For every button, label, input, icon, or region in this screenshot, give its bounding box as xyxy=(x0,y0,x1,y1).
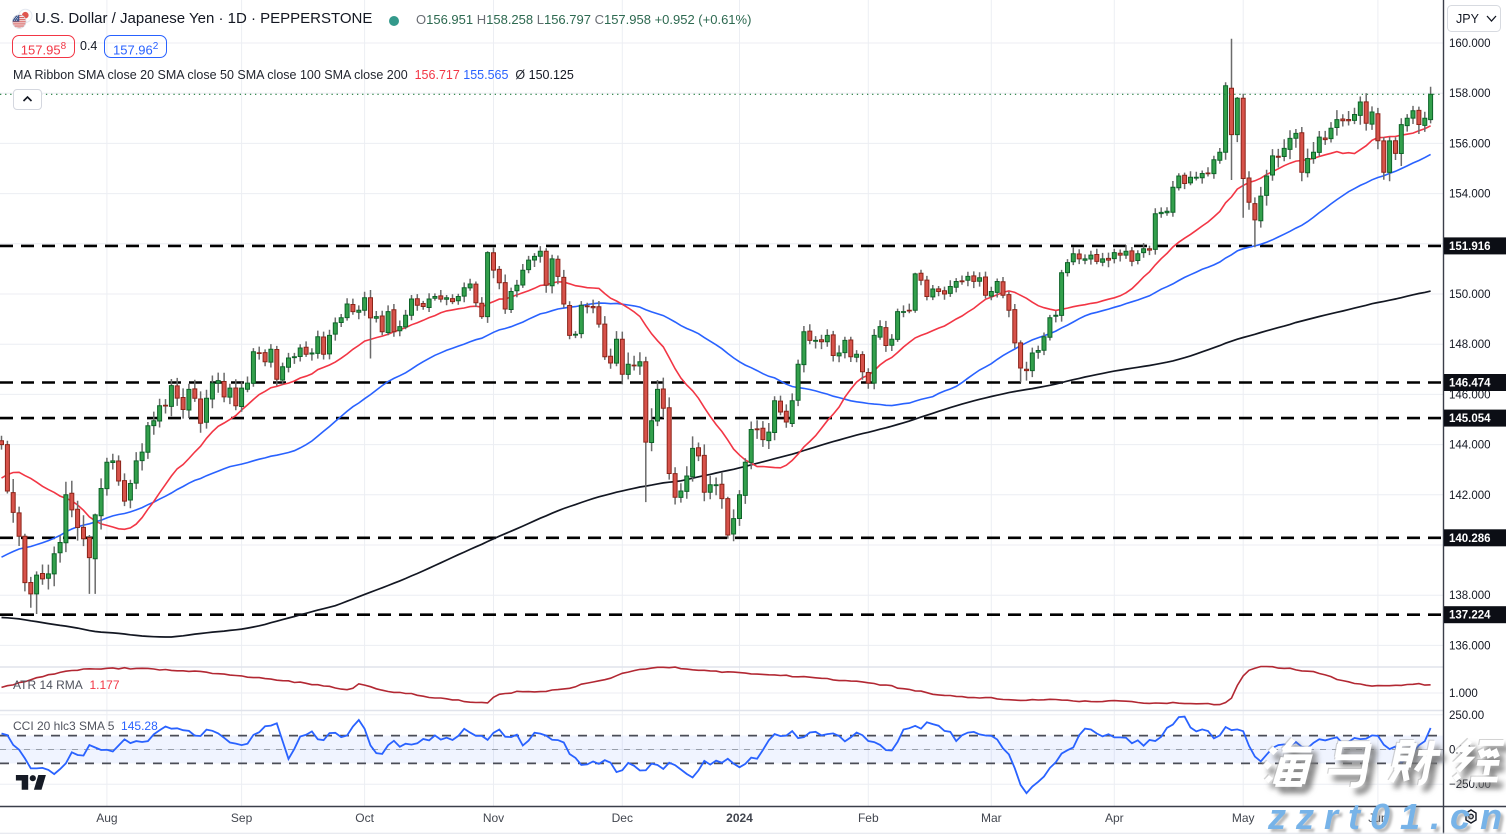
svg-text:136.000: 136.000 xyxy=(1449,640,1491,652)
svg-text:Oct: Oct xyxy=(355,811,374,825)
svg-text:May: May xyxy=(1232,811,1255,825)
svg-text:144.000: 144.000 xyxy=(1449,440,1491,452)
svg-text:Aug: Aug xyxy=(96,811,117,825)
svg-text:Mar: Mar xyxy=(981,811,1002,825)
svg-text:146.474: 146.474 xyxy=(1449,378,1491,390)
svg-text:151.916: 151.916 xyxy=(1449,241,1491,253)
svg-text:2024: 2024 xyxy=(726,811,753,825)
svg-text:145.054: 145.054 xyxy=(1449,413,1491,425)
svg-text:154.000: 154.000 xyxy=(1449,189,1491,201)
svg-text:138.000: 138.000 xyxy=(1449,590,1491,602)
svg-text:137.224: 137.224 xyxy=(1449,610,1491,622)
svg-text:140.286: 140.286 xyxy=(1449,533,1491,545)
svg-text:156.000: 156.000 xyxy=(1449,138,1491,150)
svg-text:Jun: Jun xyxy=(1368,811,1387,825)
svg-text:148.000: 148.000 xyxy=(1449,339,1491,351)
svg-text:JPY: JPY xyxy=(1456,12,1480,26)
svg-text:Apr: Apr xyxy=(1105,811,1124,825)
svg-text:Sep: Sep xyxy=(231,811,253,825)
svg-text:1.000: 1.000 xyxy=(1449,688,1478,700)
svg-text:250.00: 250.00 xyxy=(1449,710,1484,722)
svg-text:Feb: Feb xyxy=(858,811,879,825)
svg-text:150.000: 150.000 xyxy=(1449,289,1491,301)
svg-text:160.000: 160.000 xyxy=(1449,38,1491,50)
svg-text:142.000: 142.000 xyxy=(1449,490,1491,502)
svg-text:146.000: 146.000 xyxy=(1449,389,1491,401)
svg-text:Dec: Dec xyxy=(612,811,633,825)
svg-text:158.000: 158.000 xyxy=(1449,88,1491,100)
svg-text:Nov: Nov xyxy=(483,811,504,825)
